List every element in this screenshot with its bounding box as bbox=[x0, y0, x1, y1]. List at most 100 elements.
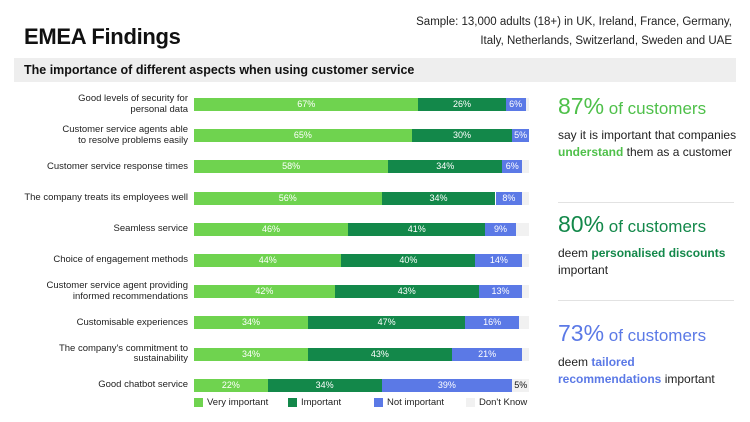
bar-segment bbox=[465, 316, 519, 330]
bar-segment bbox=[341, 254, 476, 267]
category-label-line: sustainability bbox=[133, 353, 188, 365]
callout-headline: 80% of customers bbox=[558, 212, 740, 239]
bar-value-label: 34% bbox=[241, 348, 260, 359]
bar-value-label: 26% bbox=[452, 99, 471, 109]
callout-text: important bbox=[661, 372, 715, 386]
callout-suffix: of customers bbox=[604, 217, 707, 236]
bar-value-label: 34% bbox=[429, 192, 448, 203]
legend-label: Important bbox=[301, 397, 342, 408]
bar-segment bbox=[478, 285, 523, 299]
bar-segment bbox=[194, 160, 389, 174]
bar-row: 34% 43% 21% bbox=[194, 347, 529, 361]
bar-segment bbox=[451, 347, 523, 361]
category-label-line: to resolve problems easily bbox=[78, 134, 188, 146]
bar-segment bbox=[522, 191, 529, 205]
category-label-line: personal data bbox=[130, 103, 188, 115]
category-label: Choice of engagement methods bbox=[10, 255, 188, 266]
bar-value-label: 5% bbox=[514, 130, 528, 141]
stat-callout: 80% of customers deem personalised discou… bbox=[558, 212, 740, 279]
category-label-line: Customer service agent providing bbox=[46, 280, 188, 292]
bar-value-label: 6% bbox=[505, 161, 519, 172]
bar-value-label: 30% bbox=[452, 130, 471, 141]
sample-line-1: Sample: 13,000 adults (18+) in UK, Irela… bbox=[416, 16, 732, 28]
bar-row: 42% 43% 13% bbox=[194, 285, 529, 299]
bar-row: 67% 26% 6% bbox=[194, 98, 529, 111]
legend-swatch bbox=[374, 398, 383, 407]
bar-value-label: 39% bbox=[437, 379, 456, 390]
bar-segment bbox=[495, 191, 523, 205]
bar-value-label: 67% bbox=[297, 99, 316, 109]
bar-value-label: 65% bbox=[293, 130, 312, 141]
bar-value-label: 14% bbox=[489, 255, 508, 265]
bar-value-label: 34% bbox=[241, 317, 260, 328]
bar-value-label: 21% bbox=[478, 348, 497, 359]
category-label-line: Customer service agents able bbox=[62, 124, 188, 136]
category-label: Customer service agent providing informed… bbox=[10, 281, 188, 302]
category-label: The company treats its employees well bbox=[10, 192, 188, 204]
legend-swatch bbox=[194, 398, 203, 407]
callout-description: say it is important that companies under… bbox=[558, 127, 740, 161]
bar-value-label: 44% bbox=[258, 255, 277, 265]
bar-row: 58% 34% 6% bbox=[194, 160, 529, 174]
bar-segment bbox=[522, 160, 529, 174]
sample-line-2: Italy, Netherlands, Switzerland, Sweden … bbox=[480, 35, 732, 47]
bar-segment bbox=[194, 222, 349, 236]
bar-segment bbox=[512, 378, 529, 392]
legend-swatch bbox=[466, 398, 475, 407]
stat-callout: 87% of customers say it is important that… bbox=[558, 94, 740, 161]
callout-description: deem personalised discounts important bbox=[558, 245, 740, 279]
bar-segment bbox=[418, 98, 506, 111]
category-label-line: Good levels of security for bbox=[78, 93, 188, 104]
bar-row: 46% 41% 9% bbox=[194, 222, 529, 236]
bar-value-label: 43% bbox=[397, 286, 416, 297]
bar-value-label: 22% bbox=[221, 379, 240, 390]
bar-segment bbox=[411, 129, 513, 143]
callout-highlight: understand bbox=[558, 145, 624, 159]
bar-segment bbox=[381, 191, 496, 205]
legend-label: Not important bbox=[387, 397, 445, 408]
bar-segment bbox=[485, 222, 516, 236]
category-label: Good chatbot service bbox=[10, 380, 188, 391]
bar-value-label: 42% bbox=[255, 286, 274, 297]
category-label-line: Choice of engagement methods bbox=[53, 254, 188, 266]
category-label: Customer service response times bbox=[10, 161, 188, 173]
bar-value-label: 13% bbox=[491, 286, 510, 297]
bar-value-label: 16% bbox=[483, 317, 502, 328]
bar-value-label: 9% bbox=[494, 223, 508, 234]
bar-segment bbox=[502, 160, 523, 174]
callout-headline: 73% of customers bbox=[558, 321, 740, 348]
category-label: Customer service agents able to resolve p… bbox=[10, 125, 188, 146]
category-label-line: Good chatbot service bbox=[98, 379, 188, 391]
bar-value-label: 41% bbox=[407, 223, 426, 234]
sample-description: Sample: 13,000 adults (18+) in UK, Irela… bbox=[412, 13, 732, 51]
bar-segment bbox=[388, 160, 503, 174]
bar-value-label: 43% bbox=[370, 348, 389, 359]
bar-segment bbox=[194, 347, 308, 361]
category-label-line: Seamless service bbox=[113, 223, 188, 235]
callout-percentage: 87% bbox=[558, 93, 605, 119]
bar-value-label: 58% bbox=[282, 161, 301, 172]
callout-text: say it is important that companies bbox=[558, 128, 737, 142]
bar-segment bbox=[267, 378, 382, 392]
bar-value-label: 34% bbox=[436, 161, 455, 172]
bar-segment bbox=[525, 98, 529, 111]
bar-value-label: 6% bbox=[509, 99, 523, 109]
bar-segment bbox=[194, 285, 335, 299]
header-title: EMEA Findings bbox=[24, 24, 181, 49]
bar-value-label: 40% bbox=[399, 255, 418, 265]
callout-highlight: personalised discounts bbox=[591, 246, 726, 260]
bar-segment bbox=[194, 316, 308, 330]
callout-text: them as a customer bbox=[623, 145, 733, 159]
bar-value-label: 47% bbox=[377, 317, 396, 328]
bar-segment bbox=[522, 347, 529, 361]
bar-row: 34% 47% 16% bbox=[194, 316, 529, 330]
category-label-line: Customisable experiences bbox=[76, 316, 188, 328]
bar-value-label: 56% bbox=[278, 192, 297, 203]
callout-suffix: of customers bbox=[604, 326, 707, 345]
callout-highlight: tailored recommendations bbox=[558, 355, 662, 386]
category-label: Customisable experiences bbox=[10, 316, 188, 329]
bar-segment bbox=[194, 254, 342, 267]
callout-suffix: of customers bbox=[604, 99, 707, 118]
bar-segment bbox=[522, 254, 529, 267]
bar-row: 65% 30% 5% bbox=[194, 129, 529, 143]
